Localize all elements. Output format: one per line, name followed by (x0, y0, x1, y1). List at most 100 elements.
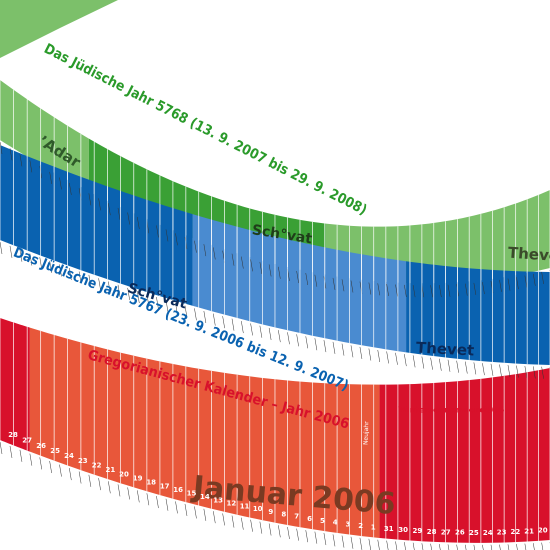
ring-tick (386, 351, 389, 364)
ring-tick (259, 325, 263, 338)
ring-tick (241, 256, 244, 269)
ring-tick (524, 543, 527, 550)
ring-tick (386, 540, 389, 550)
day-number: 1 (371, 523, 376, 531)
ring-tick (395, 541, 398, 550)
ring-tick (359, 346, 363, 359)
day-number: 15 (187, 490, 197, 498)
ring-tick (127, 487, 130, 500)
day-number: 28 (427, 528, 437, 536)
ring-tick (482, 282, 485, 295)
ring-tick (9, 148, 13, 161)
ring-tick (175, 501, 178, 514)
ring-tick (156, 225, 159, 238)
ring-tick (175, 233, 178, 246)
ring-tick (465, 544, 467, 550)
band-segment (0, 80, 89, 192)
ring-tick (377, 539, 380, 550)
ring-tick (296, 528, 299, 541)
day-number: 24 (64, 452, 74, 460)
ring-tick (49, 171, 52, 184)
ring-tick (323, 340, 327, 353)
ring-tick (314, 531, 318, 544)
ring-tick (395, 284, 398, 297)
ring-tick (421, 356, 425, 369)
ring-tick (39, 257, 43, 270)
ring-tick (137, 216, 140, 229)
day-number: 24 (483, 529, 493, 537)
ring-tick (268, 523, 272, 536)
ring-tick (305, 272, 309, 286)
ring-tick (421, 543, 424, 550)
ring-tick (386, 283, 389, 297)
ring-tick (524, 275, 528, 288)
band-segment (0, 318, 30, 452)
ring-tick (412, 542, 415, 550)
ring-tick (213, 313, 216, 326)
ring-tick (341, 279, 345, 292)
ring-tick (268, 264, 272, 277)
ring-tick (184, 503, 188, 517)
day-number: 25 (50, 447, 60, 455)
ring-tick (341, 535, 345, 548)
ring-tick (412, 285, 416, 298)
ring-tick (305, 530, 309, 543)
ring-tick (241, 321, 244, 334)
month-label: Thevet (416, 339, 475, 360)
day-separators (0, 80, 550, 550)
ring-tick (439, 544, 441, 550)
ring-tick (213, 511, 216, 524)
ring-tick (0, 241, 3, 255)
ring-tick (203, 310, 207, 324)
ring-tick (222, 513, 225, 526)
ring-tick (117, 484, 121, 497)
ring-tick (203, 508, 207, 521)
ring-tick (69, 182, 72, 195)
ring-tick (19, 249, 23, 262)
ring-tick (350, 345, 354, 358)
day-number: 4 (333, 519, 338, 527)
ring-tick (404, 284, 407, 297)
ring-tick (287, 526, 290, 540)
ring-tick (146, 493, 150, 506)
day-number: 28 (8, 431, 18, 439)
ring-tick (447, 359, 451, 372)
outer-coil (0, 0, 118, 58)
ring-tick (541, 542, 544, 550)
day-number: 27 (441, 528, 451, 536)
ring-tick (341, 343, 345, 356)
day-number: 18 (146, 479, 156, 487)
ring-tick (127, 212, 130, 225)
ring-tick (359, 537, 363, 550)
ring-tick (533, 543, 535, 550)
day-number: 19 (133, 474, 143, 482)
ring-tick (137, 290, 140, 304)
ring-tick (404, 542, 406, 550)
day-number: 25 (469, 529, 479, 537)
ring-tick (368, 348, 372, 361)
day-number: 6 (307, 515, 312, 523)
ring-tick (412, 355, 416, 368)
ring-tick (404, 354, 407, 367)
day-number: 5 (320, 517, 325, 525)
ring-tick (98, 198, 101, 211)
day-number: 26 (36, 442, 46, 450)
ring-tick (465, 361, 468, 374)
ring-tick (278, 330, 281, 343)
day-number: 26 (455, 529, 465, 537)
ring-tick (499, 544, 501, 550)
day-number: 20 (119, 470, 129, 478)
ring-tick (108, 281, 111, 294)
day-number: 17 (160, 482, 170, 490)
day-number: 31 (384, 525, 394, 533)
ring-tick (395, 352, 398, 365)
ring-tick (439, 284, 442, 298)
ring-tick (314, 338, 318, 351)
ring-tick (456, 360, 459, 373)
ring-tick (332, 277, 336, 290)
ring-tick (533, 366, 536, 379)
ring-tick (59, 464, 62, 477)
ring-tick (377, 283, 381, 296)
day-number: 21 (105, 466, 115, 474)
ring-tick (507, 544, 510, 550)
